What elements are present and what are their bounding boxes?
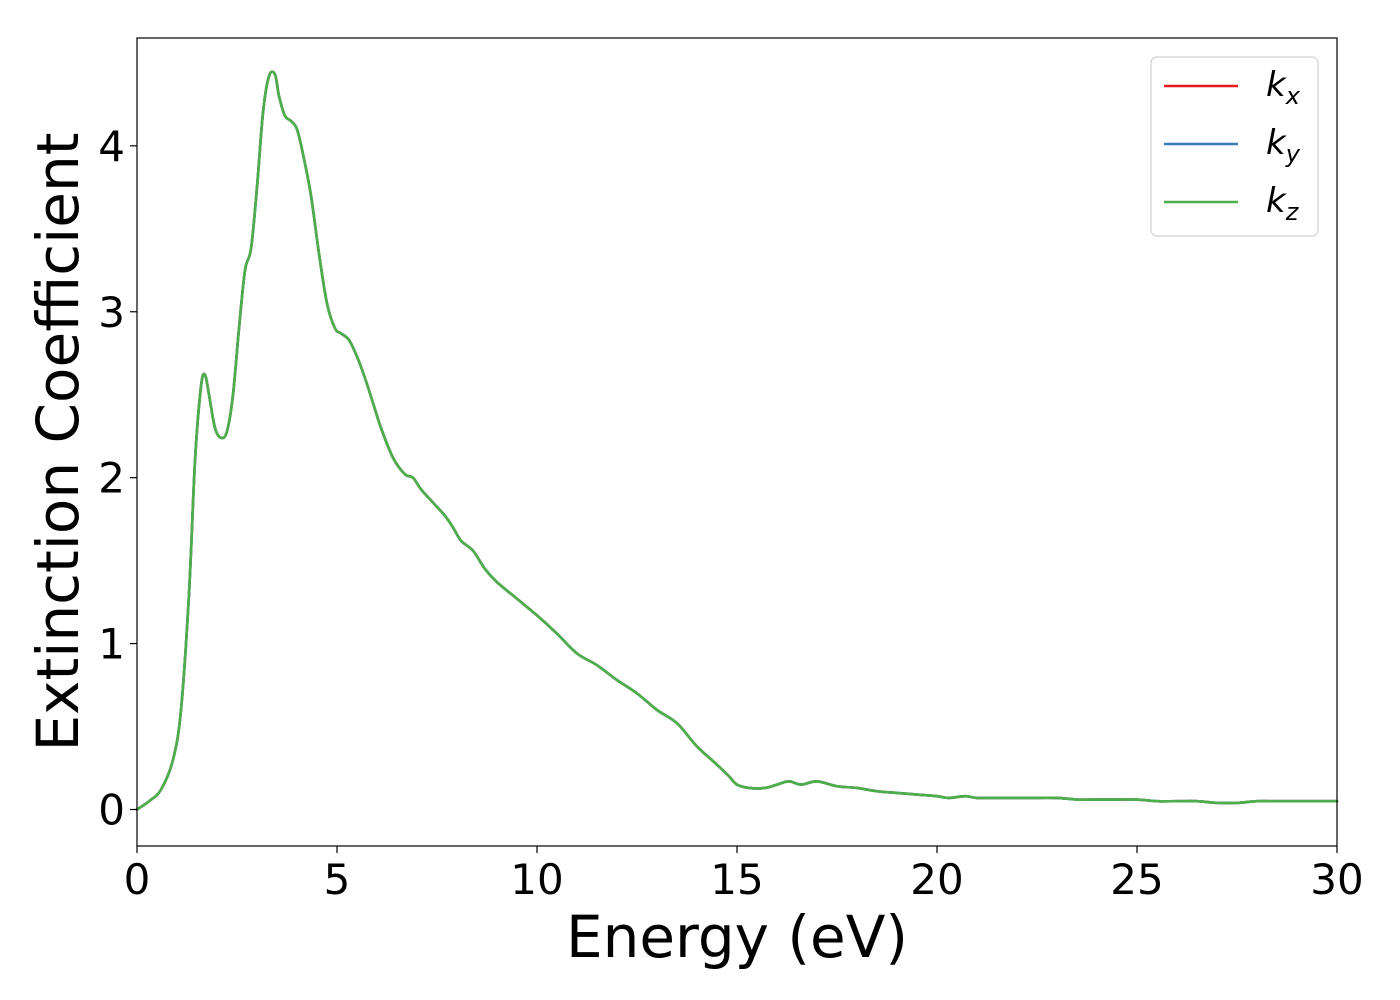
x-tick-label: 0 — [124, 855, 151, 904]
y-axis-label: Extinction Coefficient — [24, 133, 92, 752]
y-tick-label: 1 — [98, 620, 125, 669]
x-tick-label: 30 — [1310, 855, 1363, 904]
x-tick-label: 5 — [324, 855, 351, 904]
legend-box — [1150, 56, 1319, 237]
y-tick-label: 4 — [98, 122, 125, 171]
y-axis-ticks: 0 1 2 3 4 — [98, 122, 137, 834]
x-axis-ticks: 0 5 10 15 20 25 30 — [124, 846, 1364, 904]
y-tick-label: 3 — [98, 288, 125, 337]
x-tick-label: 10 — [510, 855, 563, 904]
y-tick-label: 0 — [98, 785, 125, 834]
x-tick-label: 15 — [710, 855, 763, 904]
plot-background — [137, 38, 1337, 846]
series-line-z — [135, 70, 1339, 811]
y-tick-label: 2 — [98, 454, 125, 503]
x-tick-label: 20 — [910, 855, 963, 904]
x-axis-label: Energy (eV) — [566, 903, 908, 971]
series-layer — [135, 70, 1339, 811]
x-tick-label: 25 — [1110, 855, 1163, 904]
